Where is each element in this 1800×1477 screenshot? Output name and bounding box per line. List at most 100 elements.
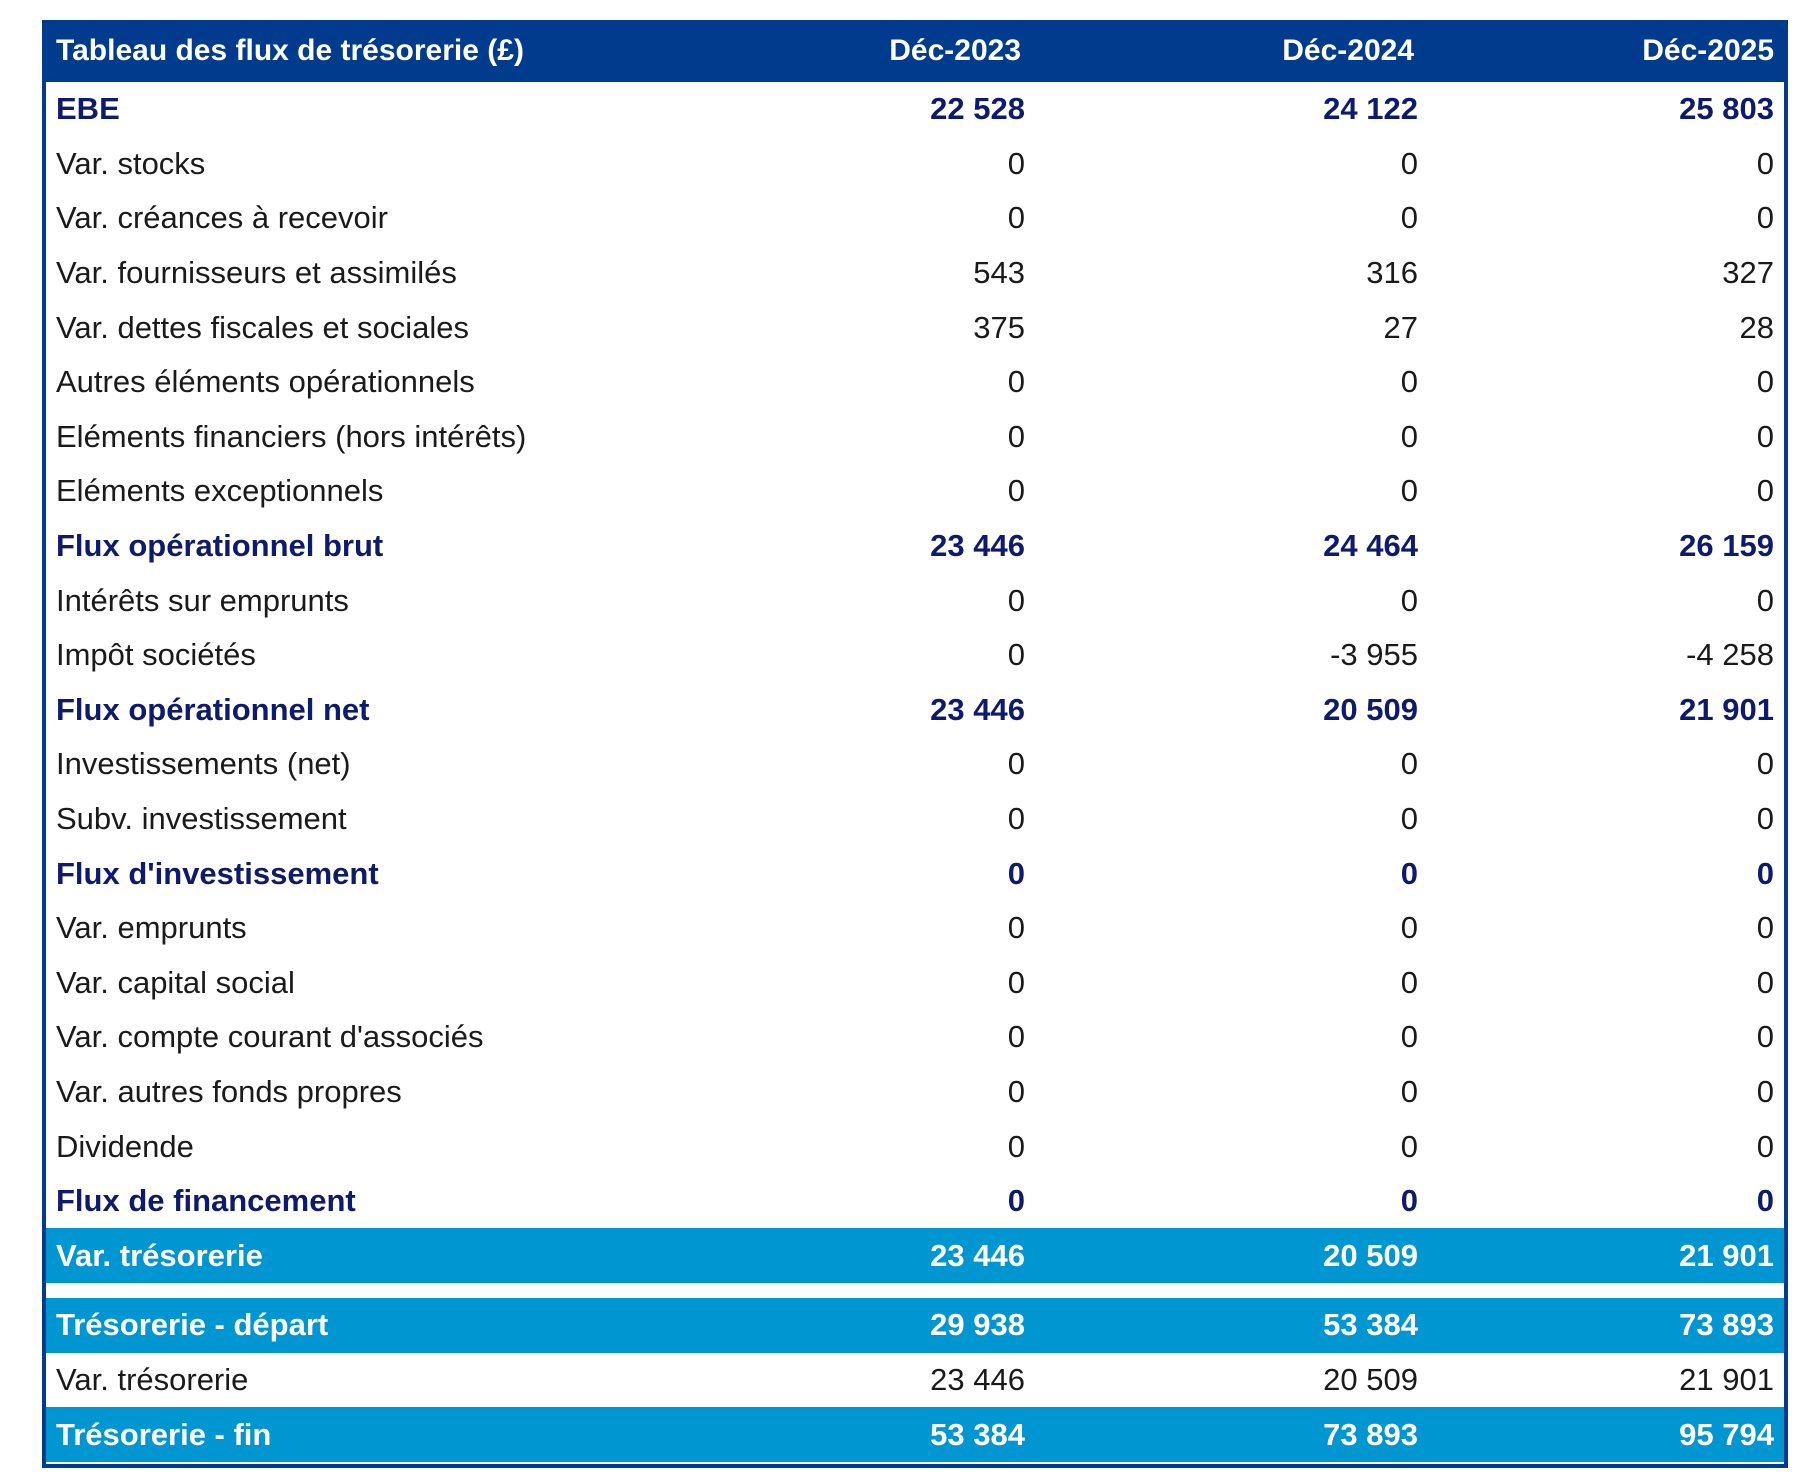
cell-dec-2023: 23 446 <box>930 1361 1025 1397</box>
cell-dec-2025: 95 794 <box>1679 1416 1774 1452</box>
row-label: Var. créances à recevoir <box>56 200 388 236</box>
row-label: Autres éléments opérationnels <box>56 364 475 400</box>
cell-dec-2023: 0 <box>1007 582 1025 618</box>
cell-dec-2024: 20 509 <box>1323 691 1418 727</box>
cell-dec-2023: 23 446 <box>930 691 1025 727</box>
cell-dec-2025: 0 <box>1756 855 1774 891</box>
table-row: Eléments financiers (hors intérêts) 0 0 0 <box>46 410 1784 465</box>
section-spacer <box>46 1283 1784 1298</box>
cell-dec-2024: 0 <box>1400 1128 1418 1164</box>
cell-dec-2025: 0 <box>1756 418 1774 454</box>
table-row: Subv. investissement 0 0 0 <box>46 792 1784 847</box>
row-label: Var. autres fonds propres <box>56 1073 402 1109</box>
cell-dec-2025: 73 893 <box>1679 1307 1774 1343</box>
cell-dec-2023: 543 <box>973 255 1025 291</box>
row-label: Impôt sociétés <box>56 637 256 673</box>
row-label: Eléments financiers (hors intérêts) <box>56 418 527 454</box>
cell-dec-2024: 0 <box>1400 418 1418 454</box>
cell-dec-2023: 53 384 <box>930 1416 1025 1452</box>
table-row: Var. compte courant d'associés 0 0 0 <box>46 1010 1784 1065</box>
cell-dec-2025: 0 <box>1756 746 1774 782</box>
table-row: Investissements (net) 0 0 0 <box>46 737 1784 792</box>
table-row: Impôt sociétés 0 -3 955 -4 258 <box>46 628 1784 683</box>
table-row: Var. trésorerie 23 446 20 509 21 901 <box>46 1228 1784 1284</box>
row-label: Flux opérationnel brut <box>56 528 384 564</box>
table-title: Tableau des flux de trésorerie (£) <box>56 34 524 67</box>
cell-dec-2025: 25 803 <box>1679 91 1774 127</box>
row-label: Dividende <box>56 1128 194 1164</box>
cell-dec-2023: 375 <box>973 309 1025 345</box>
cell-dec-2025: 0 <box>1756 473 1774 509</box>
row-label: Var. trésorerie <box>56 1237 263 1273</box>
cell-dec-2025: 0 <box>1756 1019 1774 1055</box>
cell-dec-2024: 20 509 <box>1323 1361 1418 1397</box>
row-label: Intérêts sur emprunts <box>56 582 349 618</box>
cell-dec-2024: 73 893 <box>1323 1416 1418 1452</box>
cell-dec-2025: 0 <box>1756 910 1774 946</box>
row-label: Trésorerie - départ <box>56 1307 329 1343</box>
cell-dec-2024: 0 <box>1400 746 1418 782</box>
row-label: Var. dettes fiscales et sociales <box>56 309 469 345</box>
table-row: Autres éléments opérationnels 0 0 0 <box>46 355 1784 410</box>
cell-dec-2023: 0 <box>1007 200 1025 236</box>
table-row: Var. stocks 0 0 0 <box>46 137 1784 192</box>
cell-dec-2025: 0 <box>1756 364 1774 400</box>
table-row: Flux d'investissement 0 0 0 <box>46 846 1784 901</box>
table-row: Var. fournisseurs et assimilés 543 316 327 <box>46 246 1784 301</box>
cell-dec-2025: 0 <box>1756 1073 1774 1109</box>
cell-dec-2024: -3 955 <box>1330 637 1418 673</box>
cell-dec-2023: 0 <box>1007 473 1025 509</box>
cell-dec-2023: 23 446 <box>930 528 1025 564</box>
row-label: Flux opérationnel net <box>56 691 370 727</box>
table-row: Dividende 0 0 0 <box>46 1119 1784 1174</box>
cell-dec-2024: 0 <box>1400 855 1418 891</box>
cell-dec-2024: 53 384 <box>1323 1307 1418 1343</box>
cell-dec-2023: 0 <box>1007 418 1025 454</box>
cell-dec-2025: 28 <box>1739 309 1774 345</box>
table-summary: Trésorerie - départ 29 938 53 384 73 893 Var… <box>46 1298 1784 1462</box>
row-label: Trésorerie - fin <box>56 1416 272 1452</box>
table-header-row: Tableau des flux de trésorerie (£) Déc-2… <box>42 20 1788 82</box>
cell-dec-2025: 0 <box>1756 801 1774 837</box>
cell-dec-2025: 0 <box>1756 582 1774 618</box>
cell-dec-2024: 0 <box>1400 1183 1418 1219</box>
cell-dec-2024: 0 <box>1400 582 1418 618</box>
table-row: Var. créances à recevoir 0 0 0 <box>46 191 1784 246</box>
row-label: Var. stocks <box>56 145 206 181</box>
cell-dec-2025: 0 <box>1756 1183 1774 1219</box>
cell-dec-2025: 21 901 <box>1679 691 1774 727</box>
cell-dec-2025: 0 <box>1756 145 1774 181</box>
cell-dec-2025: 0 <box>1756 964 1774 1000</box>
cell-dec-2023: 0 <box>1007 910 1025 946</box>
row-label: Var. trésorerie <box>56 1361 249 1397</box>
row-label: Var. compte courant d'associés <box>56 1019 484 1055</box>
table-body: EBE 22 528 24 122 25 803 Var. stocks 0 0 0 Var. … <box>46 82 1784 1284</box>
cell-dec-2024: 0 <box>1400 1019 1418 1055</box>
table-row: EBE 22 528 24 122 25 803 <box>46 82 1784 137</box>
cell-dec-2023: 0 <box>1007 855 1025 891</box>
cell-dec-2023: 0 <box>1007 964 1025 1000</box>
cell-dec-2024: 0 <box>1400 364 1418 400</box>
cell-dec-2023: 0 <box>1007 1128 1025 1164</box>
row-label: Eléments exceptionnels <box>56 473 384 509</box>
cell-dec-2023: 0 <box>1007 1073 1025 1109</box>
cell-dec-2025: 327 <box>1722 255 1774 291</box>
row-label: Var. emprunts <box>56 910 247 946</box>
row-label: Var. fournisseurs et assimilés <box>56 255 457 291</box>
table-row: Var. autres fonds propres 0 0 0 <box>46 1065 1784 1120</box>
row-label: EBE <box>56 91 120 127</box>
cell-dec-2025: 26 159 <box>1679 528 1774 564</box>
column-header-dec-2023: Déc-2023 <box>889 34 1021 67</box>
cell-dec-2023: 0 <box>1007 801 1025 837</box>
table-row: Trésorerie - départ 29 938 53 384 73 893 <box>46 1298 1784 1353</box>
row-label: Flux de financement <box>56 1183 356 1219</box>
table-row: Var. dettes fiscales et sociales 375 27 28 <box>46 300 1784 355</box>
cell-dec-2024: 0 <box>1400 910 1418 946</box>
cell-dec-2023: 23 446 <box>930 1237 1025 1273</box>
table-row: Var. emprunts 0 0 0 <box>46 901 1784 956</box>
cash-flow-table: Tableau des flux de trésorerie (£) Déc-2… <box>42 20 1788 1468</box>
row-label: Flux d'investissement <box>56 855 379 891</box>
cell-dec-2023: 22 528 <box>930 91 1025 127</box>
table-row: Var. trésorerie 23 446 20 509 21 901 <box>46 1353 1784 1408</box>
table-row: Var. capital social 0 0 0 <box>46 956 1784 1011</box>
